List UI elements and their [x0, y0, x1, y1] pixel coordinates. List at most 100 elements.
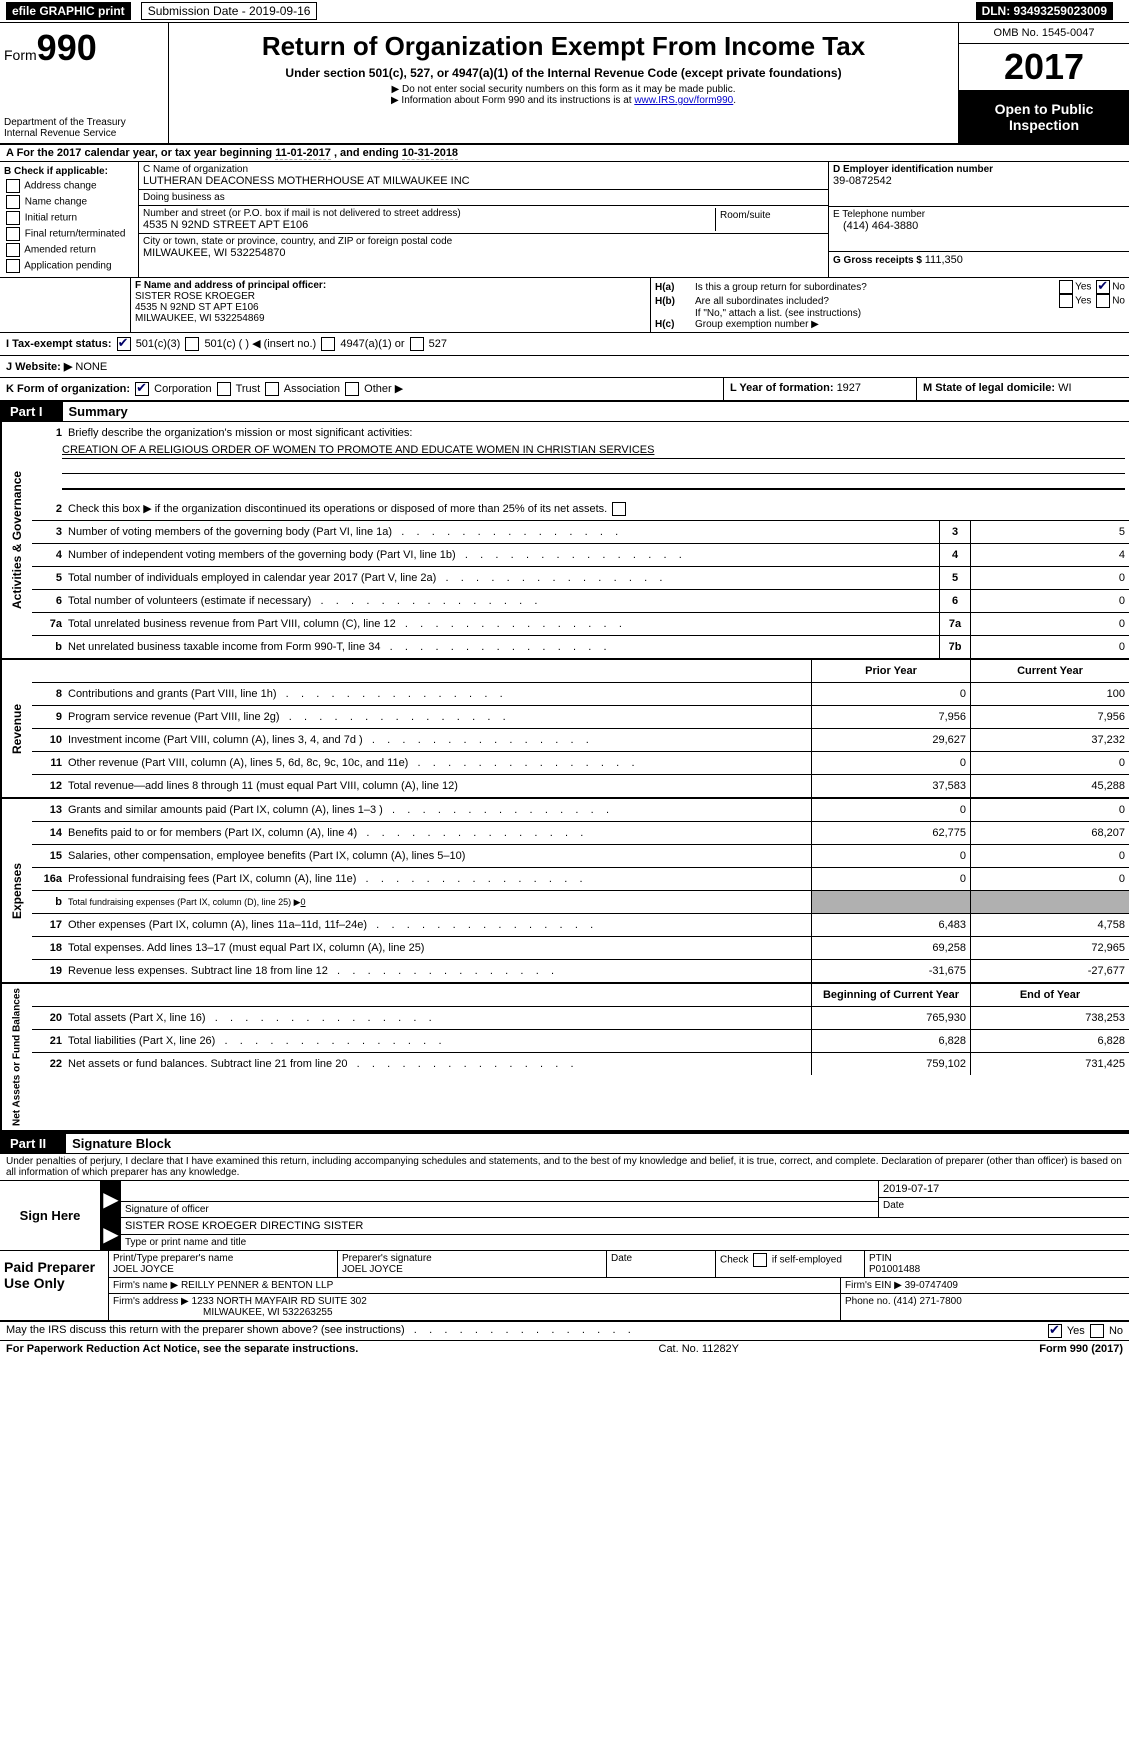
c14: 68,207: [970, 822, 1129, 844]
Hc-label: Group exemption number ▶: [695, 319, 819, 330]
chk-other[interactable]: [345, 382, 359, 396]
c17: 4,758: [970, 914, 1129, 936]
l6: Total number of volunteers (estimate if …: [68, 593, 939, 609]
chk-527[interactable]: [410, 337, 424, 351]
Hb-yes-chk[interactable]: [1059, 294, 1073, 308]
l3: Number of voting members of the governin…: [68, 524, 939, 540]
p22: 759,102: [811, 1053, 970, 1075]
discuss-yes-chk[interactable]: [1048, 1324, 1062, 1338]
chk-final-return[interactable]: [6, 227, 20, 241]
sig-date: 2019-07-17: [879, 1181, 1129, 1197]
summary-governance: Activities & Governance 1Briefly describ…: [0, 422, 1129, 660]
discuss-row: May the IRS discuss this return with the…: [0, 1321, 1129, 1340]
v7a: 0: [970, 613, 1129, 635]
discuss-no: No: [1109, 1325, 1123, 1337]
c13: 0: [970, 799, 1129, 821]
row-I: I Tax-exempt status: 501(c)(3) 501(c) ( …: [0, 333, 1129, 356]
form-title: Return of Organization Exempt From Incom…: [177, 31, 950, 62]
l5: Total number of individuals employed in …: [68, 570, 939, 586]
tax-year: 2017: [959, 44, 1129, 91]
B-opt-2: Initial return: [25, 213, 77, 224]
c9: 7,956: [970, 706, 1129, 728]
v7b: 0: [970, 636, 1129, 658]
l1-label: Briefly describe the organization's miss…: [68, 425, 1129, 441]
chk-501c[interactable]: [185, 337, 199, 351]
Ha-label: Is this a group return for subordinates?: [695, 282, 1057, 293]
chk-app-pending[interactable]: [6, 259, 20, 273]
v5: 0: [970, 567, 1129, 589]
firm-ein: 39-0747409: [905, 1280, 958, 1291]
B-label: B Check if applicable:: [4, 166, 134, 177]
header-right: OMB No. 1545-0047 2017 Open to Public In…: [959, 23, 1129, 143]
Hb-note: If "No," attach a list. (see instruction…: [655, 308, 1125, 319]
Hb-no-chk[interactable]: [1096, 294, 1110, 308]
chk-assoc[interactable]: [265, 382, 279, 396]
Ha-yes: Yes: [1075, 282, 1091, 293]
chk-4947[interactable]: [321, 337, 335, 351]
l10: Investment income (Part VIII, column (A)…: [68, 732, 811, 748]
vtab-revenue: Revenue: [0, 660, 32, 797]
l12: Total revenue—add lines 8 through 11 (mu…: [68, 778, 811, 794]
state-domicile: WI: [1058, 382, 1071, 394]
year-formation: 1927: [837, 382, 861, 394]
tax-year-begin: 11-01-2017: [275, 147, 331, 160]
irs-link[interactable]: www.IRS.gov/form990: [634, 95, 733, 106]
pra-notice: For Paperwork Reduction Act Notice, see …: [6, 1343, 358, 1355]
col-DEG: D Employer identification number 39-0872…: [829, 162, 1129, 277]
p15: 0: [811, 845, 970, 867]
Ha-prefix: H(a): [655, 282, 695, 293]
p19: -31,675: [811, 960, 970, 982]
c15: 0: [970, 845, 1129, 867]
L-label: L Year of formation:: [730, 382, 837, 394]
chk-address-change[interactable]: [6, 179, 20, 193]
p13: 0: [811, 799, 970, 821]
prep-name-label: Print/Type preparer's name: [113, 1253, 333, 1264]
chk-name-change[interactable]: [6, 195, 20, 209]
l7b: Net unrelated business taxable income fr…: [68, 639, 939, 655]
chk-self-employed[interactable]: [753, 1253, 767, 1267]
p11: 0: [811, 752, 970, 774]
arrow-icon: ▶: [101, 1181, 121, 1217]
header-left: Form990 Department of the Treasury Inter…: [0, 23, 169, 143]
chk-corp[interactable]: [135, 382, 149, 396]
city-value: MILWAUKEE, WI 532254870: [143, 247, 824, 259]
l7a: Total unrelated business revenue from Pa…: [68, 616, 939, 632]
chk-501c3[interactable]: [117, 337, 131, 351]
row-K: K Form of organization: Corporation Trus…: [0, 378, 1129, 402]
discuss-no-chk[interactable]: [1090, 1324, 1104, 1338]
K-o1: Corporation: [154, 383, 211, 395]
l4: Number of independent voting members of …: [68, 547, 939, 563]
I-o3: 4947(a)(1) or: [340, 338, 404, 350]
l21: Total liabilities (Part X, line 26): [68, 1033, 811, 1049]
l20: Total assets (Part X, line 16): [68, 1010, 811, 1026]
officer-addr1: 4535 N 92ND ST APT E106: [135, 302, 646, 313]
M-label: M State of legal domicile:: [923, 382, 1058, 394]
Ha-no-chk[interactable]: [1096, 280, 1110, 294]
C-name-label: C Name of organization: [143, 164, 824, 175]
prep-date-label: Date: [611, 1253, 711, 1264]
p16a: 0: [811, 868, 970, 890]
c16b: [970, 891, 1129, 913]
B-opt-0: Address change: [24, 181, 96, 192]
chk-initial-return[interactable]: [6, 211, 20, 225]
line-A-pre: A For the 2017 calendar year, or tax yea…: [6, 147, 275, 159]
row-F-H: F Name and address of principal officer:…: [0, 278, 1129, 333]
Ha-yes-chk[interactable]: [1059, 280, 1073, 294]
chk-trust[interactable]: [217, 382, 231, 396]
org-name: LUTHERAN DEACONESS MOTHERHOUSE AT MILWAU…: [143, 175, 824, 187]
gross-receipts: 111,350: [925, 254, 963, 266]
v6: 0: [970, 590, 1129, 612]
p10: 29,627: [811, 729, 970, 751]
c16a: 0: [970, 868, 1129, 890]
chk-discontinued[interactable]: [612, 502, 626, 516]
officer-name-title: SISTER ROSE KROEGER DIRECTING SISTER: [121, 1218, 1129, 1234]
top-grid: B Check if applicable: Address change Na…: [0, 162, 1129, 278]
chk-amended[interactable]: [6, 243, 20, 257]
header-center: Return of Organization Exempt From Incom…: [169, 23, 959, 143]
I-o4: 527: [429, 338, 447, 350]
firm-name: REILLY PENNER & BENTON LLP: [181, 1280, 333, 1291]
c11: 0: [970, 752, 1129, 774]
v3: 5: [970, 521, 1129, 543]
efile-print-button[interactable]: efile GRAPHIC print: [6, 2, 131, 20]
discuss-text: May the IRS discuss this return with the…: [6, 1324, 1046, 1338]
